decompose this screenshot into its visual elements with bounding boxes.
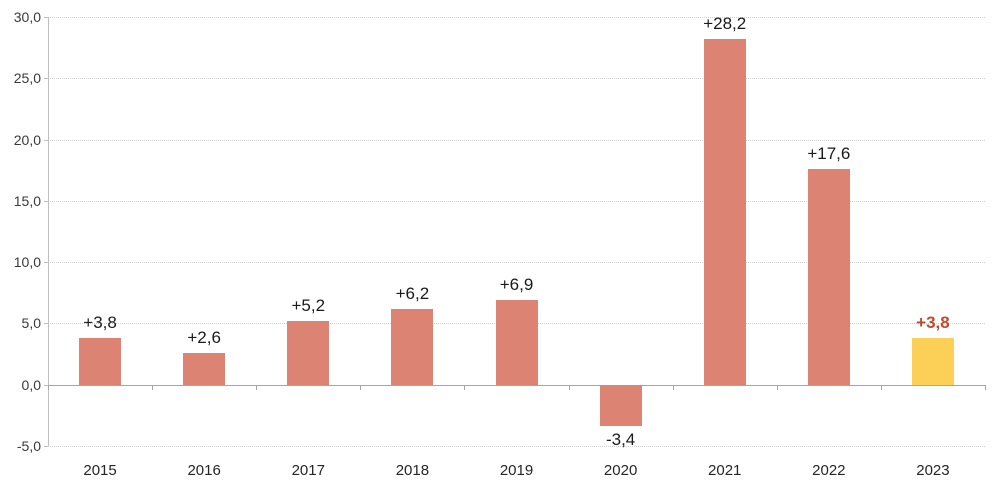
x-axis-category-label: 2021 <box>708 462 742 479</box>
bar-2015 <box>79 338 122 385</box>
x-axis-category-label: 2023 <box>916 462 950 479</box>
gridline <box>48 446 985 447</box>
bar-2022 <box>807 168 850 385</box>
bar-2023 <box>911 338 954 385</box>
y-axis-tick <box>44 323 48 325</box>
bar-2018 <box>391 308 434 385</box>
bar-2020 <box>599 384 642 427</box>
x-axis-tick <box>464 384 466 390</box>
gridline <box>48 17 985 18</box>
y-axis-tick-label: 20,0 <box>13 131 41 148</box>
bar-value-label: +5,2 <box>291 295 326 315</box>
x-axis-tick <box>985 384 986 390</box>
bar-2017 <box>287 320 330 385</box>
y-axis-tick <box>44 17 48 18</box>
bar-value-label: -3,4 <box>605 430 636 450</box>
y-axis-tick-label: 30,0 <box>13 9 41 25</box>
bar-value-label: +3,8 <box>83 313 117 333</box>
y-axis-tick <box>44 262 48 264</box>
y-axis-tick <box>44 139 48 141</box>
bar-2019 <box>495 300 538 385</box>
x-axis-tick <box>48 384 49 390</box>
y-axis-tick-label: 0,0 <box>21 376 41 393</box>
x-axis-category-label: 2018 <box>395 462 430 479</box>
x-axis-category-label: 2015 <box>83 462 117 479</box>
bar-value-label: +3,8 <box>916 313 950 333</box>
y-axis-tick-label: 5,0 <box>21 315 41 332</box>
bar-value-label: +6,9 <box>499 275 534 295</box>
x-axis-tick <box>672 384 674 390</box>
x-axis-tick <box>776 384 778 390</box>
bar-2016 <box>183 352 226 385</box>
x-axis-tick <box>568 384 570 390</box>
y-axis-tick <box>44 446 48 447</box>
x-axis-tick <box>152 384 154 390</box>
x-axis-category-label: 2017 <box>291 462 325 479</box>
bar-value-label: +28,2 <box>703 14 747 34</box>
y-axis-tick-label: 25,0 <box>13 70 41 87</box>
y-axis-tick <box>44 200 48 202</box>
y-axis-tick <box>44 78 48 80</box>
gridline <box>48 200 985 202</box>
bar-2021 <box>703 39 746 385</box>
x-axis-category-label: 2019 <box>499 462 534 479</box>
gridline <box>48 139 985 141</box>
zero-gridline <box>48 384 985 386</box>
y-axis-tick <box>44 384 48 386</box>
bar-value-label: +17,6 <box>807 143 851 163</box>
gridline <box>48 262 985 264</box>
bar-value-label: +2,6 <box>187 327 221 347</box>
gridline <box>48 78 985 80</box>
y-axis-tick-label: 10,0 <box>13 254 41 271</box>
x-axis-tick <box>360 384 362 390</box>
x-axis-category-label: 2020 <box>603 462 638 479</box>
y-axis-tick-label: 15,0 <box>13 192 41 209</box>
x-axis-tick <box>880 384 882 390</box>
x-axis-tick <box>256 384 258 390</box>
x-axis-category-label: 2016 <box>187 462 221 479</box>
y-axis-line <box>48 17 49 446</box>
x-axis-category-label: 2022 <box>812 462 846 479</box>
y-axis-tick-label: -5,0 <box>16 438 41 454</box>
bar-value-label: +6,2 <box>395 283 430 303</box>
